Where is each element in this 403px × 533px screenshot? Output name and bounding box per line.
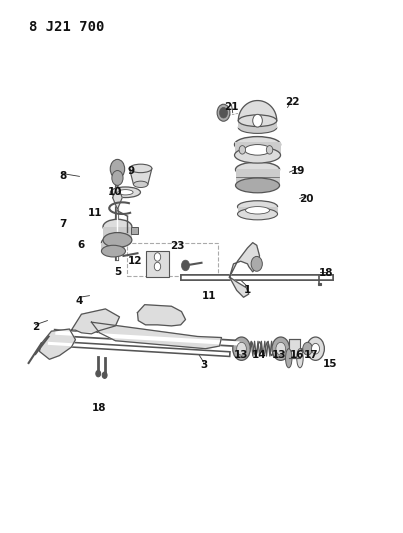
Text: 10: 10 (108, 187, 123, 197)
Polygon shape (230, 277, 249, 297)
Ellipse shape (235, 178, 280, 193)
Bar (237, 207, 278, 214)
Ellipse shape (103, 232, 132, 247)
Text: 11: 11 (88, 208, 103, 219)
Text: 11: 11 (202, 290, 217, 301)
Ellipse shape (103, 219, 132, 234)
Text: 22: 22 (285, 97, 299, 107)
Text: 13: 13 (272, 350, 287, 360)
Text: 1: 1 (244, 285, 251, 295)
Circle shape (181, 260, 189, 271)
Text: 19: 19 (291, 166, 305, 176)
Text: 12: 12 (128, 256, 143, 266)
Text: 6: 6 (78, 240, 85, 251)
Circle shape (154, 253, 161, 261)
Circle shape (253, 114, 262, 127)
Bar (235, 142, 280, 155)
Ellipse shape (102, 245, 125, 257)
Text: 18: 18 (318, 269, 333, 278)
Ellipse shape (129, 164, 152, 173)
Circle shape (112, 171, 123, 185)
Ellipse shape (238, 115, 277, 126)
Bar (235, 169, 280, 185)
Text: 18: 18 (92, 403, 107, 413)
Circle shape (239, 146, 245, 154)
Text: 5: 5 (114, 267, 121, 277)
Circle shape (266, 146, 273, 154)
Text: 8 J21 700: 8 J21 700 (29, 20, 105, 34)
Text: 3: 3 (200, 360, 207, 369)
Circle shape (237, 342, 246, 355)
Circle shape (272, 337, 289, 360)
Circle shape (154, 262, 161, 271)
Ellipse shape (235, 147, 280, 163)
Bar (318, 283, 321, 285)
Text: 23: 23 (170, 241, 185, 252)
Bar (102, 243, 125, 251)
Ellipse shape (237, 208, 278, 220)
Polygon shape (238, 101, 277, 120)
Circle shape (276, 342, 286, 355)
Bar (238, 120, 277, 127)
Bar (289, 339, 300, 358)
Ellipse shape (118, 190, 133, 195)
Circle shape (102, 372, 107, 378)
Text: 20: 20 (299, 193, 314, 204)
Ellipse shape (238, 122, 277, 133)
Circle shape (307, 337, 324, 360)
Polygon shape (91, 322, 222, 349)
Ellipse shape (297, 349, 303, 368)
Text: 16: 16 (290, 350, 305, 360)
Polygon shape (39, 329, 75, 359)
Text: 13: 13 (234, 350, 249, 360)
Ellipse shape (235, 162, 280, 177)
Text: 4: 4 (76, 296, 83, 306)
Bar (146, 251, 169, 277)
Ellipse shape (245, 144, 270, 155)
Circle shape (110, 159, 125, 179)
Polygon shape (230, 243, 260, 277)
Circle shape (312, 343, 320, 354)
Polygon shape (71, 309, 119, 334)
Ellipse shape (237, 201, 278, 213)
Text: 15: 15 (322, 359, 337, 369)
Ellipse shape (245, 207, 270, 214)
Circle shape (217, 104, 230, 121)
Ellipse shape (235, 136, 280, 152)
Text: 7: 7 (60, 219, 67, 229)
Bar (103, 227, 132, 240)
Polygon shape (113, 186, 122, 209)
Circle shape (96, 370, 101, 377)
Text: 8: 8 (60, 172, 67, 181)
Circle shape (251, 256, 262, 271)
Ellipse shape (286, 349, 292, 368)
Ellipse shape (102, 237, 125, 248)
Bar (131, 227, 138, 234)
Text: 9: 9 (128, 166, 135, 176)
Polygon shape (137, 305, 185, 326)
Circle shape (233, 337, 250, 360)
Circle shape (303, 342, 312, 355)
Text: 14: 14 (252, 350, 267, 360)
Text: 17: 17 (304, 350, 319, 360)
Circle shape (220, 108, 228, 118)
Text: 2: 2 (32, 322, 39, 333)
Ellipse shape (110, 187, 141, 198)
Ellipse shape (133, 181, 148, 188)
Polygon shape (129, 168, 152, 184)
Bar (127, 243, 218, 276)
Text: 21: 21 (224, 102, 239, 112)
